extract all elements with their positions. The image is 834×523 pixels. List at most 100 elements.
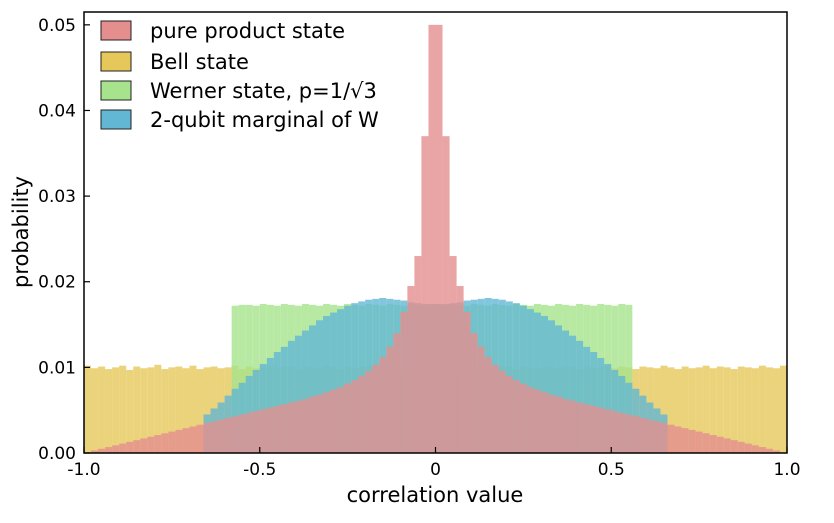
bar bbox=[351, 380, 359, 453]
bar bbox=[533, 389, 541, 453]
bar bbox=[428, 24, 436, 454]
bar bbox=[323, 315, 331, 453]
bar bbox=[175, 366, 183, 453]
bar bbox=[772, 450, 780, 453]
bar bbox=[765, 367, 773, 453]
bar bbox=[505, 375, 513, 453]
legend-swatch-bell bbox=[100, 51, 132, 72]
bar bbox=[238, 304, 246, 453]
bar bbox=[337, 387, 345, 453]
bar bbox=[653, 421, 661, 453]
legend-label-w-marginal: 2-qubit marginal of W bbox=[150, 108, 379, 132]
bar bbox=[217, 419, 225, 453]
bar bbox=[231, 416, 239, 453]
bar bbox=[555, 325, 563, 453]
bar bbox=[273, 351, 281, 453]
y-tick-label: 0.00 bbox=[38, 444, 76, 464]
bar bbox=[231, 305, 239, 453]
bar bbox=[182, 368, 190, 453]
bar bbox=[681, 428, 689, 453]
bar bbox=[533, 312, 541, 453]
bar bbox=[470, 333, 478, 453]
bar bbox=[252, 411, 260, 453]
legend-label-werner: Werner state, p=1/√3 bbox=[150, 79, 377, 103]
x-tick-label: 0.5 bbox=[598, 460, 625, 480]
bar bbox=[168, 431, 176, 453]
bar bbox=[372, 364, 380, 453]
bar bbox=[344, 305, 352, 453]
bar bbox=[308, 325, 316, 453]
legend: pure product state Bell state Werner sta… bbox=[100, 19, 379, 132]
bar bbox=[315, 320, 324, 453]
bar bbox=[147, 436, 155, 453]
x-axis-title: correlation value bbox=[347, 483, 524, 507]
bar bbox=[280, 404, 288, 453]
bar bbox=[98, 448, 106, 453]
bar bbox=[196, 424, 204, 453]
bar bbox=[674, 426, 682, 453]
bar bbox=[540, 392, 548, 453]
bar bbox=[358, 375, 366, 453]
bar bbox=[744, 367, 752, 453]
bar bbox=[737, 366, 745, 453]
bar bbox=[133, 366, 141, 453]
bar bbox=[175, 429, 183, 453]
bar bbox=[716, 436, 724, 453]
bar bbox=[695, 367, 703, 453]
bar bbox=[337, 309, 345, 453]
bar bbox=[308, 396, 316, 453]
bar bbox=[512, 303, 520, 453]
bar bbox=[730, 440, 738, 453]
bar bbox=[716, 366, 724, 453]
bar bbox=[330, 312, 338, 453]
bar bbox=[266, 357, 274, 453]
axis-ticks: -1.0 -0.5 0 0.5 1.0 0.00 0.01 0.02 0.03 0.04 0.05 bbox=[38, 16, 800, 480]
bar bbox=[287, 402, 295, 453]
bar bbox=[484, 357, 492, 453]
bar bbox=[323, 392, 331, 453]
bar bbox=[203, 367, 211, 453]
series-pure-product-state bbox=[84, 24, 787, 454]
bar bbox=[730, 369, 738, 453]
bar bbox=[421, 136, 429, 454]
x-tick-label: 1.0 bbox=[773, 460, 800, 480]
bar bbox=[597, 357, 605, 453]
y-tick-label: 0.03 bbox=[38, 187, 76, 207]
bar bbox=[259, 363, 267, 453]
bar bbox=[463, 311, 471, 453]
bar bbox=[280, 346, 288, 453]
x-tick-label: -1.0 bbox=[67, 460, 100, 480]
bar bbox=[702, 433, 710, 453]
bar bbox=[576, 402, 584, 453]
legend-swatch-product bbox=[100, 20, 132, 41]
bar bbox=[393, 333, 401, 453]
bar bbox=[519, 305, 527, 453]
bar bbox=[597, 407, 605, 453]
legend-item-w-marginal: 2-qubit marginal of W bbox=[100, 108, 379, 132]
bar bbox=[526, 387, 534, 453]
bar bbox=[287, 340, 295, 453]
bar bbox=[639, 417, 647, 453]
legend-label-bell: Bell state bbox=[150, 50, 249, 74]
bar bbox=[702, 365, 710, 453]
legend-item-bell: Bell state bbox=[100, 50, 249, 74]
bar bbox=[238, 414, 246, 453]
legend-label-product: pure product state bbox=[150, 19, 345, 43]
bar bbox=[688, 368, 696, 453]
legend-item-werner: Werner state, p=1/√3 bbox=[100, 79, 377, 103]
bar bbox=[196, 369, 204, 453]
bar bbox=[365, 370, 373, 453]
bar bbox=[590, 351, 598, 453]
bar bbox=[119, 443, 127, 453]
bar bbox=[315, 394, 324, 453]
bar bbox=[161, 433, 169, 453]
x-tick-label: -0.5 bbox=[243, 460, 276, 480]
bar bbox=[576, 340, 584, 453]
bar bbox=[91, 450, 99, 453]
bar bbox=[245, 412, 253, 453]
bar bbox=[604, 409, 612, 453]
bar bbox=[667, 367, 675, 453]
bar bbox=[660, 423, 668, 453]
bar bbox=[667, 424, 675, 453]
